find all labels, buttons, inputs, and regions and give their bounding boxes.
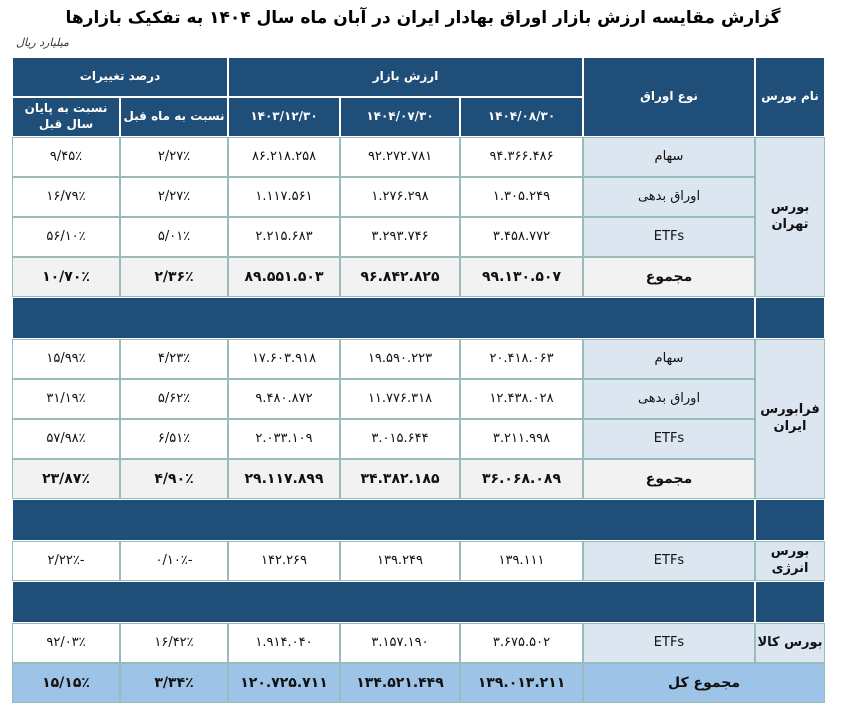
value-cell: ۱۹.۵۹۰.۲۲۳: [340, 339, 460, 379]
value-cell: ۳.۴۵۸.۷۷۲: [460, 217, 583, 257]
security-type: ETFs: [583, 541, 755, 581]
grand-total-value: ۱۳۹.۰۱۳.۲۱۱: [460, 663, 583, 703]
value-cell: ۳.۲۹۳.۷۴۶: [340, 217, 460, 257]
value-cell: ۱.۲۷۶.۲۹۸: [340, 177, 460, 217]
value-cell: ۲۳/۸۷٪: [12, 459, 120, 499]
value-cell: ۵۷/۹۸٪: [12, 419, 120, 459]
value-cell: ۸۹.۵۵۱.۵۰۳: [228, 257, 340, 297]
security-type: اوراق بدهی: [583, 177, 755, 217]
value-cell: ۳.۰۱۵.۶۴۴: [340, 419, 460, 459]
value-cell: ۳۴.۳۸۲.۱۸۵: [340, 459, 460, 499]
header-date: ۱۴۰۴/۰۷/۳۰: [340, 97, 460, 137]
separator-row: [12, 499, 755, 541]
value-cell: ۱۵/۹۹٪: [12, 339, 120, 379]
value-cell: ۱۱.۷۷۶.۳۱۸: [340, 379, 460, 419]
value-cell: ۱.۱۱۷.۵۶۱: [228, 177, 340, 217]
value-cell: ۲/۲۷٪: [120, 177, 228, 217]
security-type: مجموع: [583, 459, 755, 499]
value-cell: ۸۶.۲۱۸.۲۵۸: [228, 137, 340, 177]
exchange-name: بورس انرژی: [755, 541, 825, 581]
value-cell: ۹۴.۳۶۶.۴۸۶: [460, 137, 583, 177]
value-cell: ۱۷.۶۰۳.۹۱۸: [228, 339, 340, 379]
value-cell: ۵/۶۲٪: [120, 379, 228, 419]
value-cell: ۲۹.۱۱۷.۸۹۹: [228, 459, 340, 499]
value-cell: ۳.۱۵۷.۱۹۰: [340, 623, 460, 663]
value-cell: ۹۲/۰۳٪: [12, 623, 120, 663]
value-cell: ۹۹.۱۳۰.۵۰۷: [460, 257, 583, 297]
separator-row: [755, 499, 825, 541]
value-cell: ۲/۳۶٪: [120, 257, 228, 297]
exchange-name: فرابورس ایران: [755, 339, 825, 499]
header-exchange: نام بورس: [755, 57, 825, 137]
security-type: ETFs: [583, 217, 755, 257]
security-type: مجموع: [583, 257, 755, 297]
value-cell: ۳۱/۱۹٪: [12, 379, 120, 419]
value-cell: ۵۶/۱۰٪: [12, 217, 120, 257]
value-cell: ۲۰.۴۱۸.۰۶۳: [460, 339, 583, 379]
value-cell: ۹/۴۵٪: [12, 137, 120, 177]
header-date: ۱۴۰۴/۰۸/۳۰: [460, 97, 583, 137]
grand-total-value: ۳/۳۴٪: [120, 663, 228, 703]
header-change-col: نسبت به پایان سال قبل: [12, 97, 120, 137]
security-type: ETFs: [583, 623, 755, 663]
header-date: ۱۴۰۳/۱۲/۳۰: [228, 97, 340, 137]
value-cell: ۱.۳۰۵.۲۴۹: [460, 177, 583, 217]
value-cell: ۵/۰۱٪: [120, 217, 228, 257]
value-cell: ۲.۲۱۵.۶۸۳: [228, 217, 340, 257]
report-title: گزارش مقایسه ارزش بازار اوراق بهادار ایر…: [65, 8, 781, 28]
header-market-value: ارزش بازار: [228, 57, 583, 97]
grand-total-label: مجموع کل: [583, 663, 825, 703]
grand-total-value: ۱۵/۱۵٪: [12, 663, 120, 703]
value-cell: ۳.۲۱۱.۹۹۸: [460, 419, 583, 459]
value-cell: ۳۶.۰۶۸.۰۸۹: [460, 459, 583, 499]
value-cell: -۲/۲۲٪: [12, 541, 120, 581]
value-cell: ۳.۶۷۵.۵۰۲: [460, 623, 583, 663]
value-cell: ۱۲.۴۳۸.۰۲۸: [460, 379, 583, 419]
grand-total-value: ۱۳۴.۵۲۱.۴۴۹: [340, 663, 460, 703]
unit-label: میلیارد ریال: [16, 36, 69, 49]
header-change: درصد تغییرات: [12, 57, 228, 97]
header-security-type: نوع اوراق: [583, 57, 755, 137]
value-cell: ۱۶/۷۹٪: [12, 177, 120, 217]
header-change-col: نسبت به ماه قبل: [120, 97, 228, 137]
security-type: سهام: [583, 137, 755, 177]
grand-total-value: ۱۲۰.۷۲۵.۷۱۱: [228, 663, 340, 703]
value-cell: ۴/۹۰٪: [120, 459, 228, 499]
value-cell: -۰/۱۰٪: [120, 541, 228, 581]
value-cell: ۱۳۹.۱۱۱: [460, 541, 583, 581]
separator-row: [755, 581, 825, 623]
separator-row: [12, 297, 755, 339]
exchange-name: بورس تهران: [755, 137, 825, 297]
security-type: ETFs: [583, 419, 755, 459]
exchange-name: بورس کالا: [755, 623, 825, 663]
separator-row: [12, 581, 755, 623]
value-cell: ۹۶.۸۴۲.۸۲۵: [340, 257, 460, 297]
separator-row: [755, 297, 825, 339]
value-cell: ۱.۹۱۴.۰۴۰: [228, 623, 340, 663]
value-cell: ۹۲.۲۷۲.۷۸۱: [340, 137, 460, 177]
value-cell: ۱۳۹.۲۴۹: [340, 541, 460, 581]
value-cell: ۹.۴۸۰.۸۷۲: [228, 379, 340, 419]
value-cell: ۲.۰۳۳.۱۰۹: [228, 419, 340, 459]
security-type: سهام: [583, 339, 755, 379]
value-cell: ۲/۲۷٪: [120, 137, 228, 177]
value-cell: ۶/۵۱٪: [120, 419, 228, 459]
security-type: اوراق بدهی: [583, 379, 755, 419]
value-cell: ۱۴۲.۲۶۹: [228, 541, 340, 581]
value-cell: ۱۰/۷۰٪: [12, 257, 120, 297]
value-cell: ۱۶/۴۲٪: [120, 623, 228, 663]
value-cell: ۴/۲۳٪: [120, 339, 228, 379]
